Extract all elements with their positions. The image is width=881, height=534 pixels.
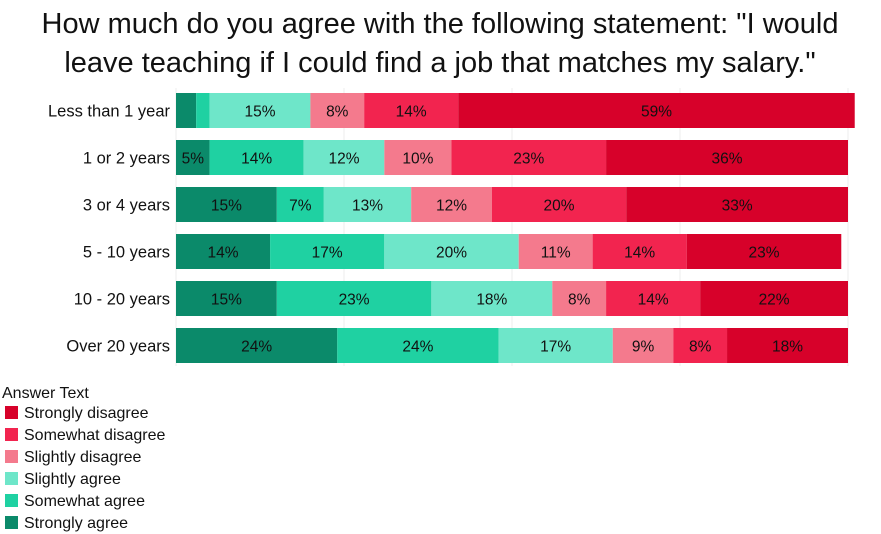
data-label: 18%: [772, 339, 803, 356]
data-label: 7%: [289, 198, 312, 215]
bar-segment: [176, 328, 338, 363]
bar-segment: [612, 328, 674, 363]
bar-segment: [176, 93, 197, 128]
data-label: 36%: [712, 151, 743, 168]
bar-segment: [592, 234, 687, 269]
category-label: Less than 1 year: [48, 103, 170, 121]
bar-segment: [606, 281, 701, 316]
data-label: 14%: [624, 245, 655, 262]
chart-title: How much do you agree with the following…: [42, 8, 839, 79]
bar-segment: [491, 187, 627, 222]
category-label: 3 or 4 years: [83, 197, 170, 215]
bar-segment: [686, 234, 842, 269]
category-label: Over 20 years: [66, 338, 170, 356]
bar-segment: [606, 140, 848, 175]
chart-title-line: leave teaching if I could find a job tha…: [64, 47, 815, 79]
legend-title: Answer Text: [2, 385, 89, 402]
legend-label: Somewhat disagree: [24, 427, 166, 444]
category-label: 5 - 10 years: [83, 244, 170, 262]
data-label: 23%: [748, 245, 779, 262]
bar-segment: [700, 281, 848, 316]
bar-segment: [518, 234, 593, 269]
bar-segment: [270, 234, 385, 269]
data-label: 15%: [211, 292, 242, 309]
bar-segment: [276, 187, 324, 222]
data-label: 20%: [544, 198, 575, 215]
data-label: 8%: [568, 292, 591, 309]
legend-swatch: [5, 450, 18, 463]
data-label: 5%: [182, 151, 205, 168]
grid-lines: [175, 88, 849, 366]
bar-segment: [209, 93, 311, 128]
data-label: 23%: [339, 292, 370, 309]
data-label: 14%: [241, 151, 272, 168]
data-label: 22%: [759, 292, 790, 309]
legend-label: Slightly disagree: [24, 449, 142, 466]
data-label: 33%: [722, 198, 753, 215]
bars: 15% 8% 14% 59% 5% 14% 12% 10% 23% 36% 15% 7% 13% 12% 2…: [176, 93, 855, 363]
data-label: 8%: [326, 104, 349, 121]
bar-segment: [451, 140, 607, 175]
data-label: 17%: [540, 339, 571, 356]
bar-segment: [303, 140, 385, 175]
data-label: 12%: [328, 151, 359, 168]
data-label: 8%: [689, 339, 712, 356]
bar-segment: [727, 328, 848, 363]
bar-segment: [673, 328, 728, 363]
data-label: 20%: [436, 245, 467, 262]
bar-segment: [458, 93, 855, 128]
bar-segment: [209, 140, 304, 175]
bar-segment: [276, 281, 432, 316]
chart-title-line: How much do you agree with the following…: [42, 8, 839, 40]
legend-label: Strongly disagree: [24, 405, 149, 422]
legend-swatch: [5, 428, 18, 441]
bar-segment: [323, 187, 412, 222]
bar-segment: [196, 93, 210, 128]
bar-segment: [176, 234, 271, 269]
bar-segment: [411, 187, 492, 222]
data-label: 14%: [396, 104, 427, 121]
bar-segment: [176, 187, 277, 222]
legend: Answer Text Strongly disagree Somewhat dis…: [2, 385, 166, 532]
bar-segment: [176, 140, 210, 175]
legend-label: Strongly agree: [24, 515, 128, 532]
bar-segment: [337, 328, 499, 363]
data-label: 14%: [208, 245, 239, 262]
data-label: 59%: [641, 104, 672, 121]
bar-segment: [384, 234, 519, 269]
bar-segment: [310, 93, 365, 128]
data-label: 15%: [211, 198, 242, 215]
bar-segment: [384, 140, 452, 175]
data-label: 12%: [436, 198, 467, 215]
bar-segment: [364, 93, 459, 128]
data-label: 24%: [402, 339, 433, 356]
bar-segment: [176, 281, 277, 316]
data-label: 10%: [402, 151, 433, 168]
data-label: 15%: [244, 104, 275, 121]
bar-segment: [498, 328, 613, 363]
legend-swatch: [5, 472, 18, 485]
data-label: 23%: [513, 151, 544, 168]
bar-segment: [552, 281, 607, 316]
legend-swatch: [5, 406, 18, 419]
data-label: 11%: [541, 245, 571, 262]
data-label: 17%: [312, 245, 343, 262]
bar-segment: [626, 187, 848, 222]
legend-swatch: [5, 494, 18, 507]
bar-segment: [431, 281, 553, 316]
data-label: 13%: [352, 198, 383, 215]
data-label: 18%: [476, 292, 507, 309]
data-label: 24%: [241, 339, 272, 356]
data-label: 9%: [632, 339, 655, 356]
category-label: 1 or 2 years: [83, 150, 170, 168]
legend-label: Somewhat agree: [24, 493, 145, 510]
category-labels: Less than 1 year 1 or 2 years 3 or 4 years…: [48, 103, 170, 356]
legend-swatch: [5, 516, 18, 529]
data-label: 14%: [638, 292, 669, 309]
legend-label: Slightly agree: [24, 471, 121, 488]
category-label: 10 - 20 years: [74, 291, 170, 309]
